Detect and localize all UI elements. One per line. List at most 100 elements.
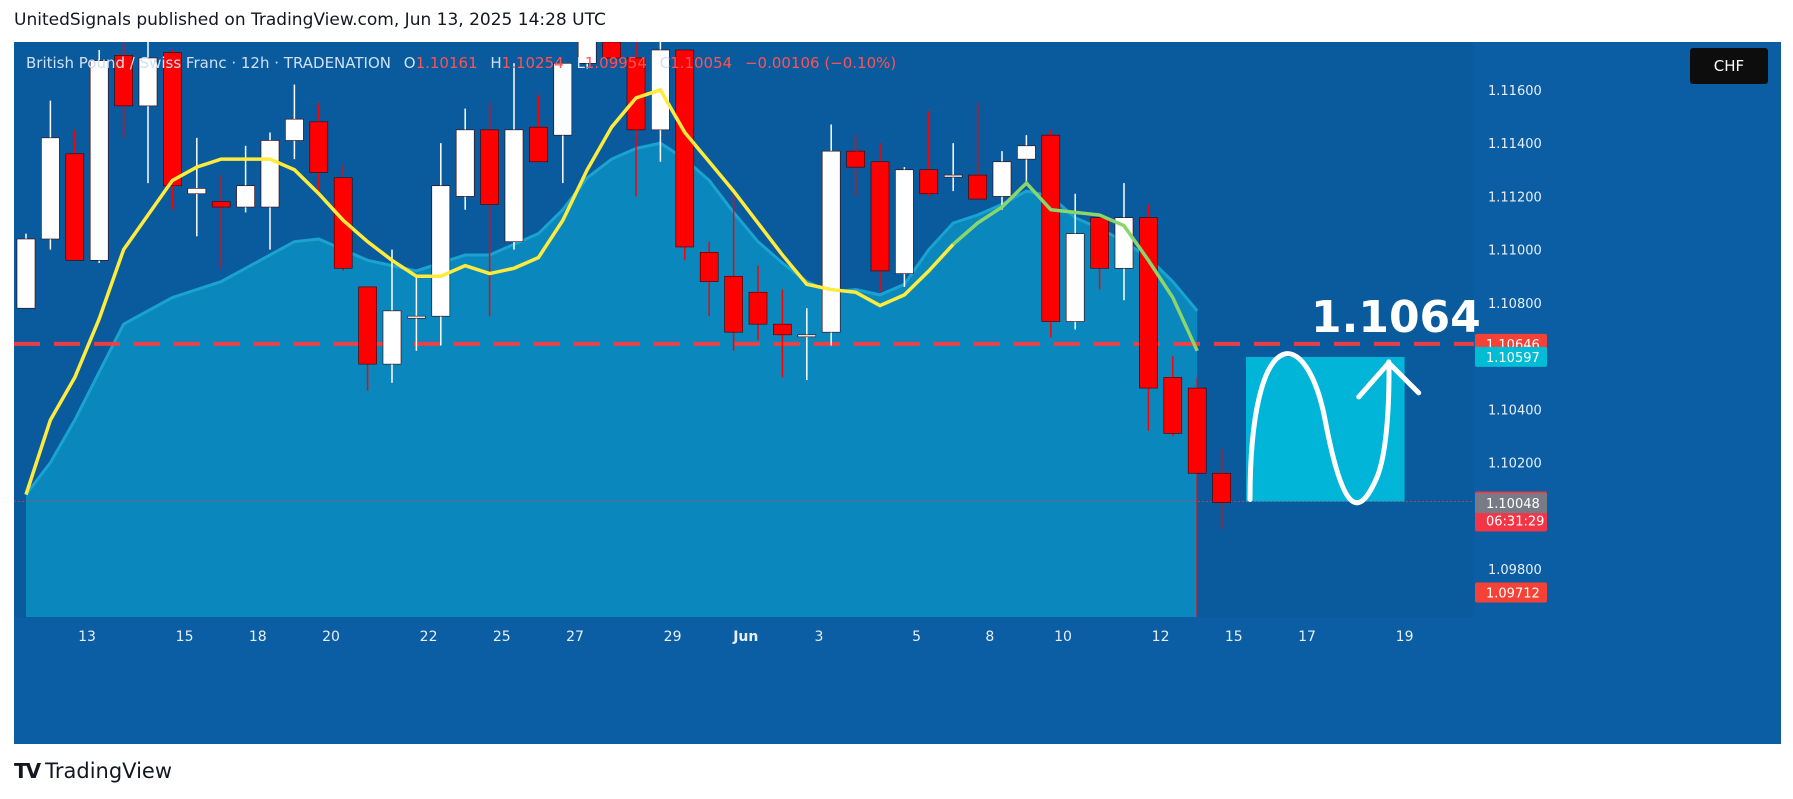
y-tick-label: 1.11200 xyxy=(1488,190,1542,205)
candle-body xyxy=(1090,217,1109,269)
candle-body xyxy=(480,129,499,205)
x-tick-label: 13 xyxy=(78,629,96,645)
candle-body xyxy=(260,140,280,208)
x-tick-label: 20 xyxy=(322,629,340,645)
x-tick-label: 22 xyxy=(420,629,438,645)
candle-body xyxy=(41,137,60,240)
candle-body xyxy=(407,315,426,319)
candle-body xyxy=(65,153,85,261)
tradingview-brand[interactable]: TV TradingView xyxy=(14,759,172,783)
currency-button[interactable]: CHF xyxy=(1690,48,1768,84)
candle-body xyxy=(1017,145,1036,160)
price-tag-box xyxy=(1475,346,1547,367)
price-tag-label: 1.10048 xyxy=(1486,497,1540,512)
candle-body xyxy=(577,42,597,64)
low-value: 1.09954 xyxy=(584,54,647,72)
candle-body xyxy=(675,49,695,248)
candle-body xyxy=(285,118,304,141)
candle-body xyxy=(1139,217,1158,389)
candle-body xyxy=(821,150,841,333)
candle-body xyxy=(724,275,743,333)
y-tick-label: 1.11400 xyxy=(1488,137,1542,152)
high-label: H xyxy=(490,54,502,72)
tradingview-logo-icon: TV xyxy=(14,759,41,783)
candle-body xyxy=(529,126,548,163)
candle-body xyxy=(1065,233,1085,322)
y-tick-label: 1.11600 xyxy=(1488,84,1542,99)
close-value: 1.10054 xyxy=(670,54,733,72)
x-tick-label: 12 xyxy=(1152,629,1170,645)
candle-body xyxy=(846,150,865,168)
price-tag-label: 1.10597 xyxy=(1486,351,1540,366)
candle-body xyxy=(1187,387,1207,474)
x-tick-label: Jun xyxy=(732,629,758,645)
candle-body xyxy=(431,185,451,317)
candle-body xyxy=(1041,134,1061,322)
close-label: C xyxy=(659,54,671,72)
chart-frame[interactable]: 1.1064 1.11600 1.11400 1.11200 1.11000 1.1080… xyxy=(14,42,1781,744)
candle-body xyxy=(211,201,231,208)
candle-body xyxy=(138,57,158,107)
candle-body xyxy=(773,323,792,336)
candle-body xyxy=(1212,472,1231,503)
change-value: −0.00106 (−0.10%) xyxy=(744,54,897,72)
candle-body xyxy=(504,129,524,242)
symbol-label[interactable]: British Pound / Swiss Franc · 12h · TRAD… xyxy=(26,54,391,72)
candle-body xyxy=(333,177,353,269)
x-tick-label: 17 xyxy=(1298,629,1316,645)
high-value: 1.10254 xyxy=(501,54,564,72)
x-tick-label: 10 xyxy=(1054,629,1072,645)
price-tag-label: 1.09712 xyxy=(1486,587,1540,602)
candle-body xyxy=(1163,377,1183,434)
ma-area-fill xyxy=(26,143,1198,617)
y-tick-label: 1.10400 xyxy=(1488,403,1542,418)
brand-name: TradingView xyxy=(45,759,173,783)
ohlc-legend: British Pound / Swiss Franc · 12h · TRAD… xyxy=(26,54,896,72)
x-tick-label: 19 xyxy=(1396,629,1414,645)
x-tick-label: 3 xyxy=(815,629,824,645)
candles-group xyxy=(16,42,1231,617)
candle-body xyxy=(943,174,963,178)
candle-body xyxy=(992,161,1012,197)
candle-body xyxy=(895,169,914,274)
y-tick-label: 1.10800 xyxy=(1488,297,1542,312)
x-tick-label: 18 xyxy=(249,629,267,645)
candle-body xyxy=(163,52,182,187)
x-tick-label: 15 xyxy=(176,629,194,645)
publish-info: UnitedSignals published on TradingView.c… xyxy=(14,10,606,30)
candle-body xyxy=(16,238,36,309)
y-tick-label: 1.10200 xyxy=(1488,457,1542,472)
ma-fast-line-tail xyxy=(952,180,1199,352)
price-chart[interactable]: 1.1064 1.11600 1.11400 1.11200 1.11000 1.1080… xyxy=(14,42,1781,744)
x-tick-label: 15 xyxy=(1225,629,1243,645)
x-tick-label: 5 xyxy=(912,629,921,645)
price-tag-box xyxy=(1475,493,1547,514)
target-price-annotation: 1.1064 xyxy=(1311,292,1481,343)
projection-curve xyxy=(1247,351,1392,506)
open-label: O xyxy=(403,54,416,72)
candle-body xyxy=(699,252,719,282)
time-axis-panel xyxy=(14,617,1474,744)
projection-arrowhead xyxy=(1356,360,1422,400)
y-tick-label: 1.11000 xyxy=(1488,244,1542,259)
x-tick-label: 27 xyxy=(566,629,584,645)
countdown-label: 06:31:29 xyxy=(1486,514,1544,529)
ma-fast-line xyxy=(24,87,955,496)
y-tick-label: 1.09800 xyxy=(1488,563,1542,578)
candle-body xyxy=(919,169,939,195)
candle-body xyxy=(553,62,573,136)
candle-body xyxy=(870,161,890,272)
candle-body xyxy=(968,174,987,200)
low-label: L xyxy=(576,54,585,72)
candle-body xyxy=(455,129,475,197)
candle-body xyxy=(797,334,817,338)
candle-body xyxy=(748,291,768,325)
candle-body xyxy=(309,121,329,173)
x-tick-label: 25 xyxy=(493,629,511,645)
x-tick-label: 8 xyxy=(985,629,994,645)
candle-body xyxy=(358,286,377,365)
open-value: 1.10161 xyxy=(415,54,478,72)
candle-body xyxy=(602,42,621,59)
price-tag-box xyxy=(1475,582,1547,603)
price-axis-panel xyxy=(1474,42,1781,744)
